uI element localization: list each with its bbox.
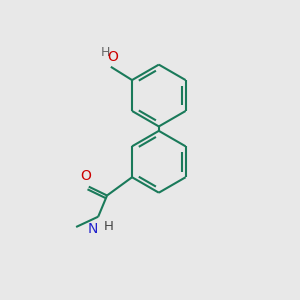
Text: H: H [103,220,113,233]
Text: O: O [80,169,91,183]
Text: N: N [88,222,98,236]
Text: H: H [101,46,110,59]
Text: O: O [107,50,118,64]
